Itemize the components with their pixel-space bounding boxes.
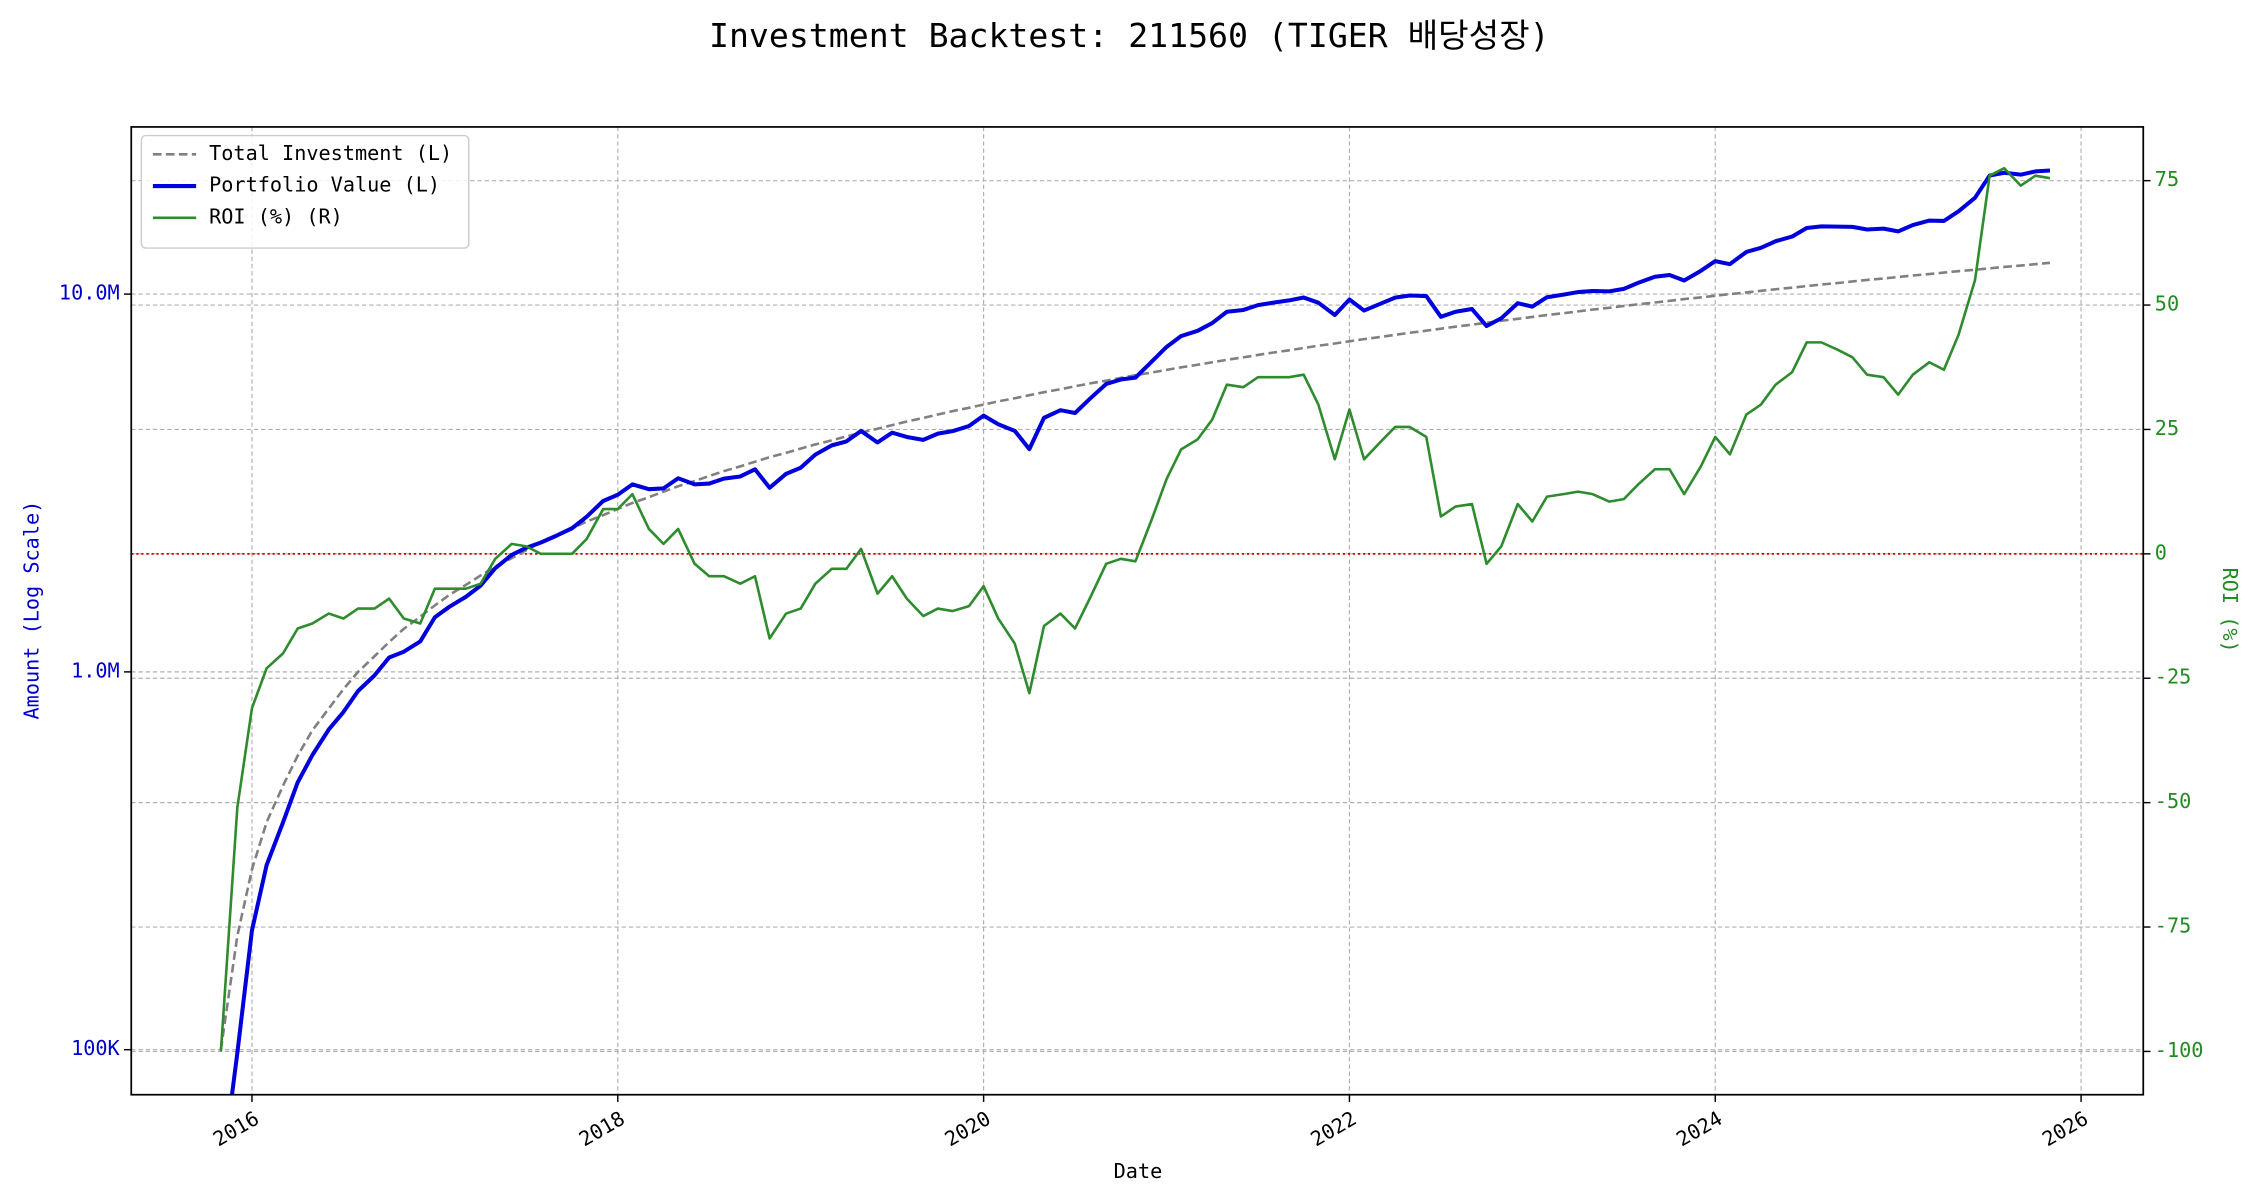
y2-tick-label: 25 <box>2155 416 2179 440</box>
y2-tick-label: 0 <box>2155 540 2167 564</box>
grid <box>131 126 2144 1095</box>
y2-tick-label: -100 <box>2155 1038 2204 1062</box>
plot-frame <box>130 126 2145 1096</box>
legend-label: ROI (%) (R) <box>209 204 343 228</box>
series-line <box>219 166 2051 1052</box>
y2-tick-label: -25 <box>2155 665 2191 689</box>
y2-tick-label: -50 <box>2155 789 2191 813</box>
plot-area <box>131 166 2144 1095</box>
y-tick-label: 1.0M <box>71 658 120 682</box>
legend-label: Portfolio Value (L) <box>209 173 440 197</box>
legend-box <box>140 134 470 249</box>
y-tick-label: 10.0M <box>59 281 120 305</box>
legend-label: Total Investment (L) <box>209 141 452 165</box>
legend: Total Investment (L) Portfolio Value (L) R… <box>140 134 470 249</box>
y2-tick-label: 75 <box>2155 167 2179 191</box>
y2-tick-label: -75 <box>2155 914 2191 938</box>
y2-tick-label: 50 <box>2155 292 2179 316</box>
y-tick-label: 100K <box>71 1036 120 1060</box>
chart-title: Investment Backtest: 211560 (TIGER 배당성장) <box>709 16 1550 55</box>
y2-axis-label: ROI (%) <box>2218 568 2242 653</box>
x-axis-label: Date <box>1114 1159 1163 1183</box>
y-axis-label: Amount (Log Scale) <box>20 501 44 720</box>
